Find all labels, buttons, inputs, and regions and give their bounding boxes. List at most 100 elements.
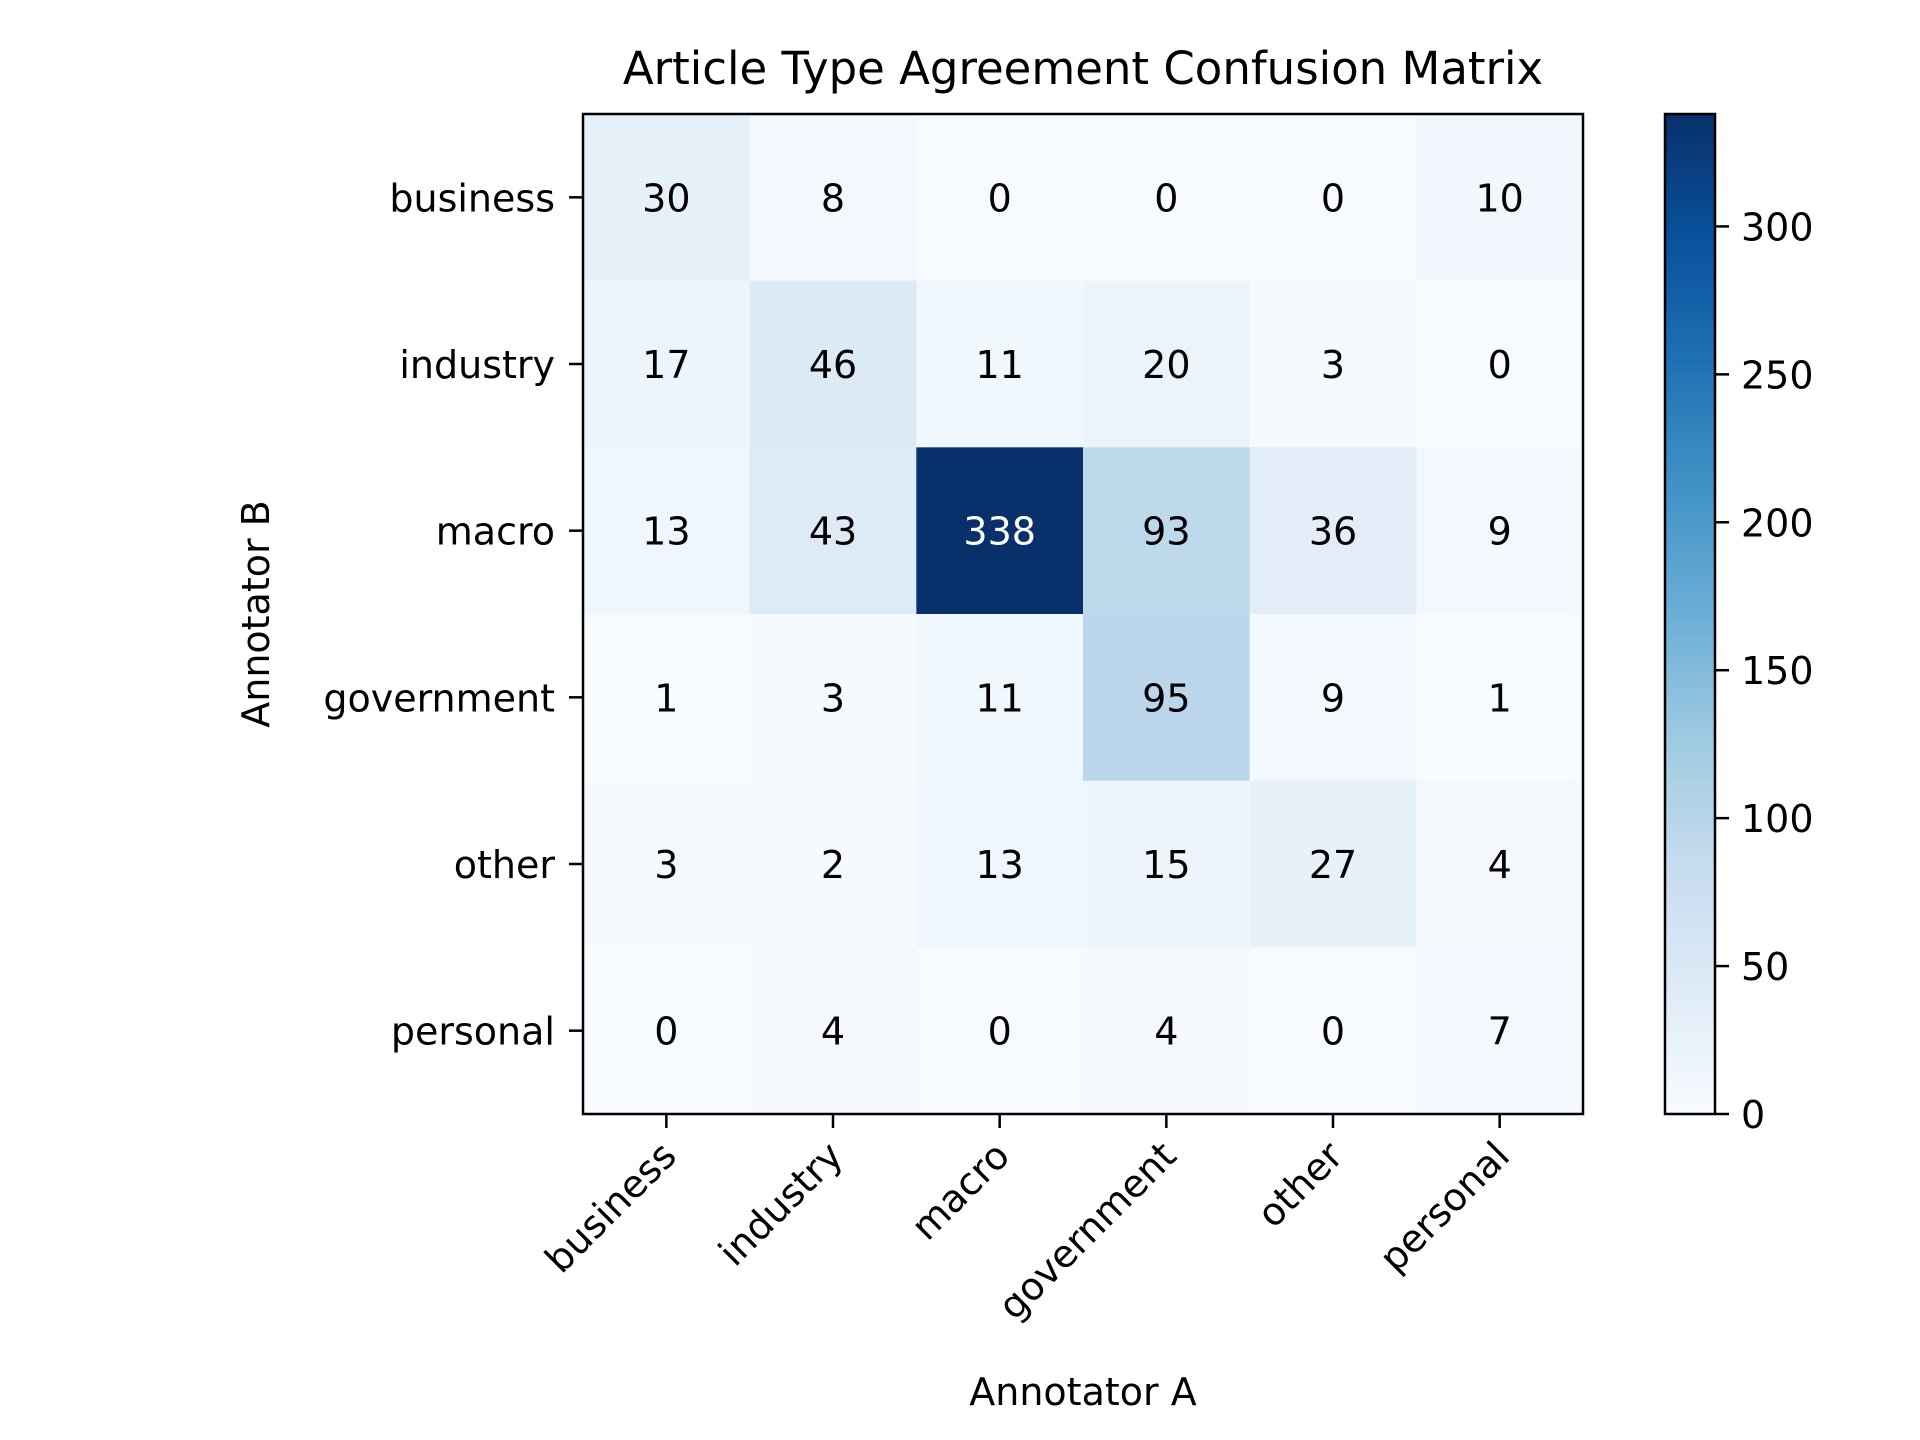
heatmap-cell (749, 447, 917, 615)
y-axis-label: Annotator B (234, 500, 278, 728)
heatmap-cells (583, 114, 1584, 1115)
heatmap-cell (1249, 114, 1417, 282)
heatmap-cell (916, 614, 1084, 782)
cell-value-label: 4 (821, 1010, 845, 1054)
x-tick-label: government (990, 1133, 1185, 1328)
cell-value-label: 11 (975, 676, 1023, 720)
cell-value-label: 8 (821, 176, 845, 220)
colorbar-tick-label: 0 (1741, 1093, 1765, 1137)
cell-value-label: 2 (821, 843, 845, 887)
cell-value-label: 0 (1321, 1010, 1345, 1054)
heatmap-cell (583, 614, 751, 782)
heatmap-cell (749, 614, 917, 782)
cell-value-label: 95 (1142, 676, 1190, 720)
y-tick-label: macro (436, 510, 555, 554)
y-tick-label: personal (391, 1010, 555, 1054)
cell-value-label: 0 (988, 176, 1012, 220)
heatmap-cell (916, 447, 1084, 615)
heatmap-cell (749, 114, 917, 282)
heatmap-cell (1083, 447, 1251, 615)
heatmap-cell (1416, 614, 1584, 782)
colorbar-tick-label: 300 (1741, 205, 1814, 249)
heatmap-cell (1416, 447, 1584, 615)
heatmap-cell (1249, 614, 1417, 782)
cell-value-label: 9 (1488, 510, 1512, 554)
cell-value-label: 0 (988, 1010, 1012, 1054)
colorbar-tick-label: 200 (1741, 501, 1814, 545)
cell-value-label: 3 (654, 843, 678, 887)
cell-value-label: 7 (1488, 1010, 1512, 1054)
cell-value-label: 13 (642, 510, 690, 554)
heatmap-cell (916, 947, 1084, 1115)
heatmap-cell (583, 447, 751, 615)
cell-value-label: 338 (963, 510, 1036, 554)
heatmap-cell (1083, 947, 1251, 1115)
colorbar-tick-label: 50 (1741, 945, 1789, 989)
cell-value-label: 10 (1475, 176, 1523, 220)
cell-value-label: 4 (1488, 843, 1512, 887)
cell-value-label: 20 (1142, 343, 1190, 387)
heatmap-cell (1083, 114, 1251, 282)
cell-value-label: 43 (809, 510, 857, 554)
colorbar-tick-label: 100 (1741, 797, 1814, 841)
heatmap-cell (1083, 780, 1251, 948)
heatmap-cell (1249, 780, 1417, 948)
heatmap-cell (749, 780, 917, 948)
heatmap-cell (1416, 780, 1584, 948)
heatmap-cell (749, 947, 917, 1115)
heatmap-cell (583, 114, 751, 282)
x-tick-label: other (1249, 1133, 1352, 1236)
heatmap-cell (1083, 280, 1251, 448)
heatmap-cell (583, 947, 751, 1115)
y-tick-label: other (454, 843, 556, 887)
cell-value-label: 27 (1309, 843, 1357, 887)
cell-value-label: 46 (809, 343, 857, 387)
cell-value-label: 0 (1154, 176, 1178, 220)
cell-value-label: 3 (1321, 343, 1345, 387)
heatmap-cell (1416, 114, 1584, 282)
cell-value-label: 93 (1142, 510, 1190, 554)
heatmap-cell (583, 280, 751, 448)
x-tick-label: personal (1371, 1133, 1518, 1280)
colorbar-tick-label: 150 (1741, 649, 1814, 693)
cell-value-label: 30 (642, 176, 690, 220)
y-axis: business industry macro government other pers… (323, 176, 583, 1054)
colorbar-ticks: 0 50 100 150 200 250 300 (1715, 205, 1814, 1137)
y-tick-label: industry (399, 343, 555, 387)
heatmap-cell (1416, 280, 1584, 448)
heatmap-cell (916, 280, 1084, 448)
cell-value-label: 3 (821, 676, 845, 720)
cell-value-label: 4 (1154, 1010, 1178, 1054)
cell-value-label: 1 (654, 676, 678, 720)
chart-title: Article Type Agreement Confusion Matrix (623, 42, 1543, 95)
cell-value-label: 13 (975, 843, 1023, 887)
heatmap-cell (916, 780, 1084, 948)
x-axis-label: Annotator A (969, 1370, 1196, 1414)
heatmap-cell (1249, 280, 1417, 448)
heatmap-cell (1249, 947, 1417, 1115)
cell-value-label: 36 (1309, 510, 1357, 554)
cell-value-label: 9 (1321, 676, 1345, 720)
plot-frame (581, 112, 1585, 1116)
cell-value-label: 0 (654, 1010, 678, 1054)
heatmap-cell (1416, 947, 1584, 1115)
cell-value-label: 0 (1321, 176, 1345, 220)
heatmap-cell (749, 280, 917, 448)
heatmap-cell (1083, 614, 1251, 782)
cell-value-label: 17 (642, 343, 690, 387)
heatmap-cell (916, 114, 1084, 282)
x-tick-label: macro (903, 1133, 1018, 1248)
colorbar (1663, 112, 1717, 1116)
cell-value-label: 11 (975, 343, 1023, 387)
x-tick-label: industry (710, 1133, 851, 1274)
colorbar-tick-label: 250 (1741, 353, 1814, 397)
heatmap-cell (1249, 447, 1417, 615)
heatmap-cell (583, 780, 751, 948)
y-tick-label: business (389, 176, 555, 220)
cell-value-label: 15 (1142, 843, 1190, 887)
cell-value-label: 0 (1488, 343, 1512, 387)
y-tick-label: government (323, 676, 555, 720)
x-tick-label: business (536, 1133, 684, 1281)
